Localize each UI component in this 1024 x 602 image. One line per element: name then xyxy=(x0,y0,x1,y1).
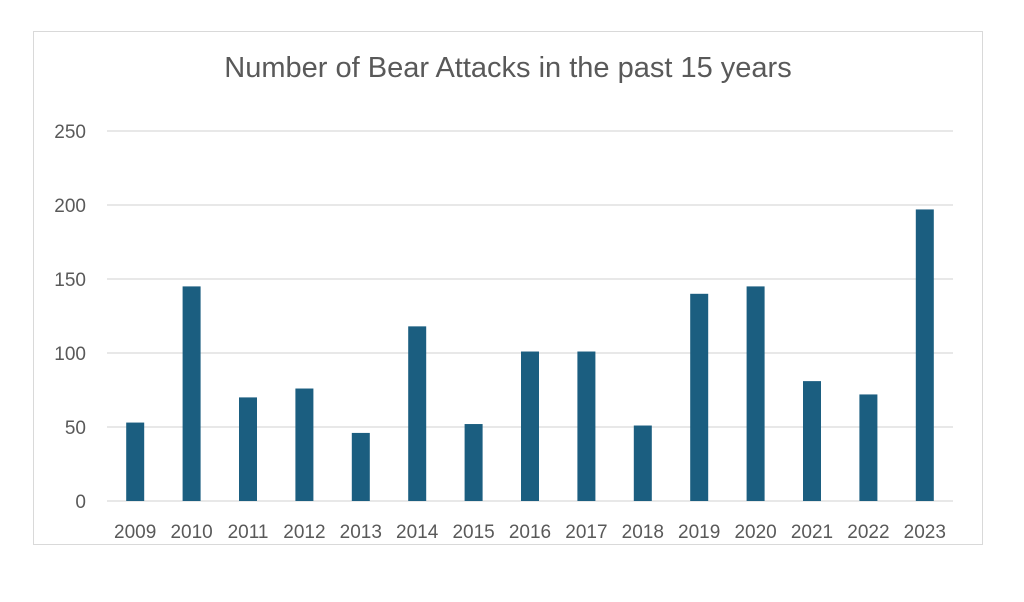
bar-2016 xyxy=(521,351,539,501)
bar-2012 xyxy=(295,388,314,501)
bar-2023 xyxy=(915,209,934,501)
bar-2022 xyxy=(859,394,878,501)
x-tick-label: 2022 xyxy=(847,522,889,543)
x-tick-label: 2015 xyxy=(452,522,494,543)
y-tick-label: 50 xyxy=(65,418,86,439)
bar-2017 xyxy=(577,351,596,501)
x-tick-label: 2021 xyxy=(791,522,833,543)
x-axis-ticks: 2009 2010 2011 2012 2013 2014 2015 2016 2017 2018… xyxy=(114,522,946,543)
x-tick-label: 2014 xyxy=(396,522,439,543)
chart-title: Number of Bear Attacks in the past 15 ye… xyxy=(224,52,792,84)
y-tick-label: 250 xyxy=(54,122,86,143)
y-axis-ticks: 0 50 100 150 200 250 xyxy=(54,122,86,513)
bar-2010 xyxy=(182,286,201,501)
bar-2011 xyxy=(239,397,257,501)
bar-2015 xyxy=(464,424,483,501)
x-tick-label: 2009 xyxy=(114,522,156,543)
x-tick-label: 2019 xyxy=(678,522,720,543)
x-tick-label: 2010 xyxy=(170,522,212,543)
y-tick-label: 200 xyxy=(54,196,86,217)
x-tick-label: 2011 xyxy=(228,522,269,543)
y-tick-label: 0 xyxy=(75,492,86,513)
y-tick-label: 150 xyxy=(54,270,86,291)
bar-2009 xyxy=(126,422,145,501)
y-tick-label: 100 xyxy=(54,344,86,365)
bar-2014 xyxy=(408,326,427,501)
x-tick-label: 2013 xyxy=(340,522,382,543)
x-tick-label: 2012 xyxy=(283,522,325,543)
x-tick-label: 2016 xyxy=(509,522,551,543)
bar-2021 xyxy=(803,381,821,501)
bars xyxy=(126,209,934,501)
bar-2020 xyxy=(746,286,765,501)
x-tick-label: 2020 xyxy=(734,522,776,543)
bar-2019 xyxy=(690,293,709,501)
bar-2013 xyxy=(351,432,370,501)
x-tick-label: 2023 xyxy=(904,522,946,543)
x-tick-label: 2017 xyxy=(565,522,607,543)
x-tick-label: 2018 xyxy=(622,522,664,543)
bar-2018 xyxy=(633,425,652,501)
